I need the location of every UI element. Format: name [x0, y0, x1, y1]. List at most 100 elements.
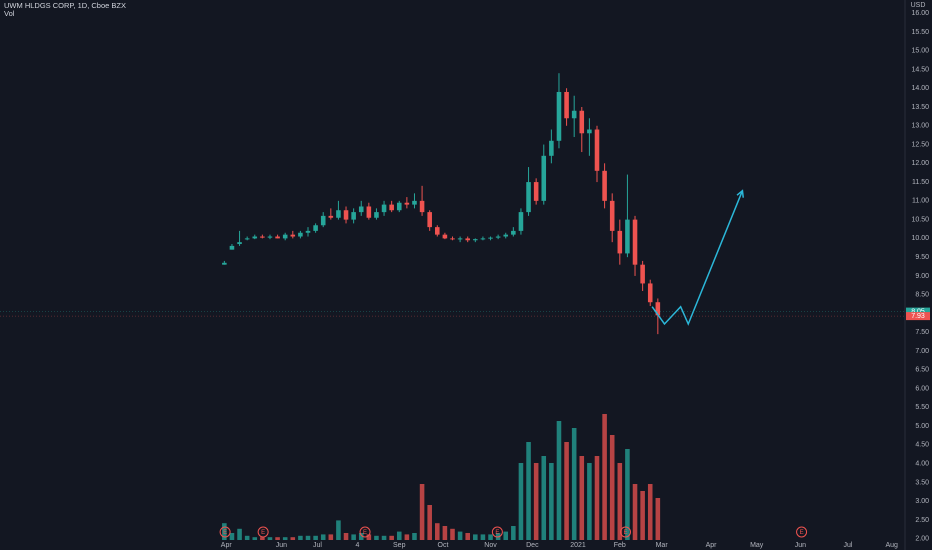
- volume-bar: [533, 463, 539, 540]
- candle-body: [328, 215, 334, 218]
- volume-bar: [298, 535, 303, 540]
- x-tick-label: May: [750, 542, 764, 549]
- candle-body: [480, 238, 486, 240]
- volume-bar: [640, 491, 645, 540]
- x-tick-label: Jul: [843, 542, 852, 549]
- candle-body: [320, 215, 326, 226]
- y-tick-label: 7.00: [915, 348, 929, 355]
- x-tick-label: Nov: [484, 542, 497, 549]
- volume-bar: [457, 531, 463, 540]
- candle-body: [351, 212, 356, 220]
- volume-bar: [541, 456, 547, 540]
- projection-line: [651, 190, 744, 326]
- volume-bar: [450, 528, 455, 540]
- volume-bar: [556, 421, 562, 540]
- candle-body: [594, 129, 600, 171]
- x-tick-label: Apr: [706, 542, 718, 549]
- volume-bar: [579, 456, 585, 540]
- x-tick-label: Apr: [221, 542, 233, 549]
- volume-bar: [244, 535, 250, 540]
- earnings-label: E: [624, 530, 628, 536]
- y-tick-label: 13.00: [911, 123, 929, 130]
- volume-bar: [549, 463, 554, 540]
- candle-body: [275, 236, 280, 239]
- candle-body: [412, 200, 417, 205]
- x-tick-label: Aug: [885, 542, 898, 549]
- candle-body: [564, 91, 569, 119]
- volume-bar: [374, 535, 379, 540]
- price-label-bg: [906, 312, 930, 321]
- candle-body: [549, 140, 554, 156]
- y-tick-label: 11.50: [912, 179, 929, 186]
- candle-body: [389, 204, 394, 211]
- price-label-bg: [906, 307, 930, 316]
- y-tick-label: 10.50: [911, 216, 929, 223]
- y-tick-label: 9.50: [915, 254, 929, 261]
- volume-bar: [609, 435, 615, 540]
- candle-body: [587, 129, 592, 134]
- volume-bar: [343, 533, 349, 540]
- volume-bar: [313, 535, 318, 540]
- earnings-marker: [620, 526, 632, 538]
- candle-body: [503, 234, 509, 237]
- x-tick-label: Dec: [526, 542, 539, 549]
- earnings-label: E: [800, 530, 804, 536]
- volume-bar: [473, 534, 478, 540]
- y-tick-label: 4.50: [915, 442, 929, 449]
- candle-body: [313, 225, 318, 231]
- candle-body: [457, 238, 463, 240]
- candle-body: [244, 238, 250, 240]
- earnings-marker: [359, 526, 371, 538]
- earnings-label: E: [261, 530, 265, 536]
- volume-bar: [632, 484, 638, 540]
- x-tick-label: Oct: [438, 542, 449, 549]
- y-tick-label: 3.50: [915, 479, 929, 486]
- projection-arrowhead: [736, 189, 744, 198]
- x-tick-label: Sep: [393, 542, 406, 549]
- earnings-marker: [796, 526, 808, 538]
- volume-bar: [396, 531, 402, 540]
- y-tick-label: 10.00: [911, 235, 929, 242]
- candle-body: [290, 234, 296, 237]
- volume-bar: [366, 534, 372, 540]
- volume-bar: [419, 484, 425, 540]
- volume-bar: [488, 534, 493, 540]
- volume-bar: [336, 520, 341, 540]
- x-tick-label: Feb: [614, 542, 626, 549]
- volume-bar: [564, 442, 569, 540]
- candle-body: [252, 236, 258, 239]
- volume-label: Vol: [4, 9, 15, 18]
- volume-bar: [412, 533, 417, 540]
- y-tick-label: 2.50: [915, 517, 929, 524]
- currency: USD: [911, 2, 926, 9]
- x-tick-label: Jun: [276, 542, 287, 549]
- volume-bar: [282, 537, 288, 540]
- earnings-label: E: [363, 530, 367, 536]
- volume-bar: [404, 534, 410, 540]
- y-tick-label: 15.50: [911, 29, 929, 36]
- candle-body: [336, 210, 341, 218]
- candle-body: [518, 212, 524, 231]
- y-tick-label: 9.00: [915, 273, 929, 280]
- y-tick-label: 8.50: [915, 292, 929, 299]
- candle-body: [640, 264, 645, 284]
- volume-bar: [237, 528, 242, 540]
- candle-body: [427, 212, 432, 228]
- candle-body: [511, 230, 516, 235]
- y-tick-label: 12.50: [911, 141, 929, 148]
- volume-bar: [358, 533, 364, 540]
- volume-bar: [617, 463, 623, 540]
- candle-body: [229, 245, 235, 250]
- earnings-marker: [491, 526, 503, 538]
- x-tick-label: Jun: [795, 542, 806, 549]
- candle-body: [632, 219, 638, 265]
- candle-body: [541, 155, 547, 201]
- y-tick-label: 14.00: [911, 85, 929, 92]
- candle-body: [526, 182, 531, 213]
- candle-body: [579, 110, 585, 134]
- y-tick-label: 12.00: [911, 160, 929, 167]
- candle-body: [647, 283, 653, 303]
- y-tick-label: 7.50: [915, 329, 929, 336]
- volume-bar: [290, 537, 296, 540]
- candle-body: [282, 234, 288, 239]
